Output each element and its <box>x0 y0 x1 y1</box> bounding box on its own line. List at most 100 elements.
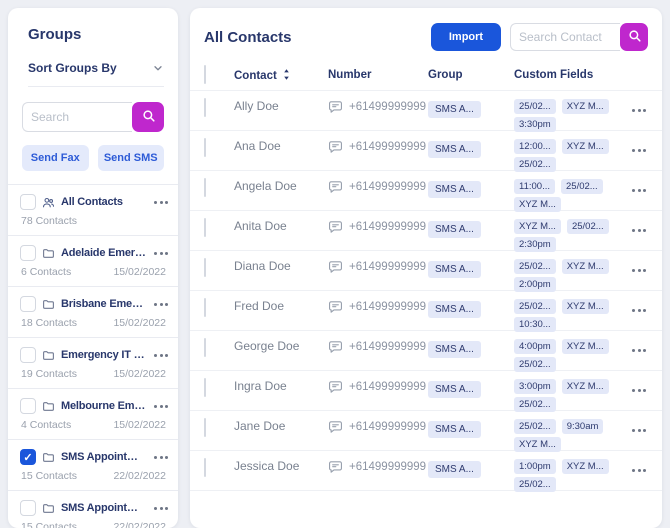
header-contact[interactable]: Contact <box>234 69 277 82</box>
table-row: Ana Doe +61499999999 SMS A... 12:00... XY… <box>190 130 662 172</box>
custom-field-badge: 2:00pm <box>514 277 556 292</box>
users-icon <box>42 196 55 209</box>
row-checkbox[interactable] <box>204 298 206 317</box>
row-checkbox[interactable] <box>204 138 206 157</box>
group-menu-icon[interactable] <box>152 198 170 207</box>
contact-number: +61499999999 <box>349 140 427 153</box>
table-header: Contact Number Group Custom Fields <box>190 60 662 90</box>
group-checkbox[interactable] <box>20 500 36 516</box>
custom-field-badge: 25/02... <box>514 357 556 372</box>
group-checkbox[interactable] <box>20 449 36 465</box>
message-icon[interactable] <box>328 259 343 274</box>
group-menu-icon[interactable] <box>152 453 170 462</box>
group-checkbox[interactable] <box>20 296 36 312</box>
select-all-checkbox[interactable] <box>204 65 206 84</box>
sort-groups-dropdown[interactable]: Sort Groups By <box>28 61 164 87</box>
row-menu-icon[interactable] <box>630 106 648 115</box>
group-checkbox[interactable] <box>20 194 36 210</box>
contact-name: Angela Doe <box>234 179 297 193</box>
custom-fields-line2: 2:30pm <box>514 237 622 252</box>
sort-groups-label: Sort Groups By <box>28 61 117 75</box>
row-menu-icon[interactable] <box>630 346 648 355</box>
group-search-button[interactable] <box>132 102 164 132</box>
contact-search-button[interactable] <box>620 23 648 51</box>
row-menu-icon[interactable] <box>630 426 648 435</box>
import-button[interactable]: Import <box>431 23 501 51</box>
group-list-item: Adelaide Emergency IT... 6 Contacts 15/0… <box>8 235 178 286</box>
message-icon[interactable] <box>328 379 343 394</box>
custom-field-badge: 4:00pm <box>514 339 556 354</box>
contact-name: Ingra Doe <box>234 379 287 393</box>
table-row: George Doe +61499999999 SMS A... 4:00pm X… <box>190 330 662 372</box>
group-checkbox[interactable] <box>20 245 36 261</box>
group-menu-icon[interactable] <box>152 249 170 258</box>
row-checkbox[interactable] <box>204 418 206 437</box>
custom-field-badge: 25/02... <box>514 419 556 434</box>
group-menu-icon[interactable] <box>152 351 170 360</box>
table-row: Diana Doe +61499999999 SMS A... 25/02...… <box>190 250 662 292</box>
row-checkbox[interactable] <box>204 338 206 357</box>
group-menu-icon[interactable] <box>152 402 170 411</box>
group-name[interactable]: SMS Appointment Rem... <box>61 502 146 514</box>
row-checkbox[interactable] <box>204 218 206 237</box>
group-name[interactable]: Emergency IT Outage ... <box>61 349 146 361</box>
group-name[interactable]: Adelaide Emergency IT... <box>61 247 146 259</box>
header-number: Number <box>328 69 372 81</box>
custom-field-badge: XYZ M... <box>561 99 609 114</box>
message-icon[interactable] <box>328 99 343 114</box>
row-checkbox[interactable] <box>204 378 206 397</box>
row-menu-icon[interactable] <box>630 146 648 155</box>
group-name[interactable]: All Contacts <box>61 196 123 208</box>
row-checkbox[interactable] <box>204 458 206 477</box>
custom-field-badge: 25/02... <box>514 99 556 114</box>
sort-icon[interactable] <box>283 68 290 80</box>
group-name[interactable]: Melbourne Emergency ... <box>61 400 146 412</box>
custom-field-badge: 11:00... <box>514 179 555 194</box>
group-name[interactable]: SMS Appointment Re... <box>61 451 146 463</box>
group-date: 15/02/2022 <box>113 317 166 329</box>
send-fax-button[interactable]: Send Fax <box>22 145 89 171</box>
custom-fields-line2: 10:30... <box>514 317 622 332</box>
message-icon[interactable] <box>328 339 343 354</box>
row-checkbox[interactable] <box>204 98 206 117</box>
custom-fields-line1: 25/02... XYZ M... <box>514 259 622 274</box>
row-menu-icon[interactable] <box>630 306 648 315</box>
table-row: Angela Doe +61499999999 SMS A... 11:00..… <box>190 170 662 212</box>
group-name[interactable]: Brisbane Emergency IT... <box>61 298 146 310</box>
custom-fields-line1: 25/02... 9:30am <box>514 419 622 434</box>
message-icon[interactable] <box>328 179 343 194</box>
group-checkbox[interactable] <box>20 398 36 414</box>
group-menu-icon[interactable] <box>152 300 170 309</box>
group-badge: SMS A... <box>428 141 481 158</box>
group-badge: SMS A... <box>428 301 481 318</box>
contacts-table-body: Ally Doe +61499999999 SMS A... 25/02... X… <box>190 90 662 492</box>
contact-number: +61499999999 <box>349 380 427 393</box>
message-icon[interactable] <box>328 139 343 154</box>
group-badge: SMS A... <box>428 221 481 238</box>
row-menu-icon[interactable] <box>630 466 648 475</box>
group-checkbox[interactable] <box>20 347 36 363</box>
group-date: 15/02/2022 <box>113 266 166 278</box>
row-checkbox[interactable] <box>204 178 206 197</box>
contact-search-input[interactable] <box>510 23 620 51</box>
row-menu-icon[interactable] <box>630 386 648 395</box>
contact-number: +61499999999 <box>349 100 427 113</box>
contact-name: Ally Doe <box>234 99 279 113</box>
row-menu-icon[interactable] <box>630 186 648 195</box>
group-search-input[interactable] <box>22 102 132 132</box>
custom-field-badge: 25/02... <box>514 157 556 172</box>
custom-field-badge: XYZ M... <box>561 459 609 474</box>
group-list-item: SMS Appointment Rem... 15 Contacts 22/02… <box>8 490 178 528</box>
contact-number: +61499999999 <box>349 420 427 433</box>
custom-fields-line2: 25/02... <box>514 397 622 412</box>
row-menu-icon[interactable] <box>630 226 648 235</box>
row-menu-icon[interactable] <box>630 266 648 275</box>
message-icon[interactable] <box>328 219 343 234</box>
message-icon[interactable] <box>328 459 343 474</box>
custom-field-badge: 2:30pm <box>514 237 556 252</box>
message-icon[interactable] <box>328 299 343 314</box>
message-icon[interactable] <box>328 419 343 434</box>
send-sms-button[interactable]: Send SMS <box>97 145 164 171</box>
row-checkbox[interactable] <box>204 258 206 277</box>
group-menu-icon[interactable] <box>152 504 170 513</box>
